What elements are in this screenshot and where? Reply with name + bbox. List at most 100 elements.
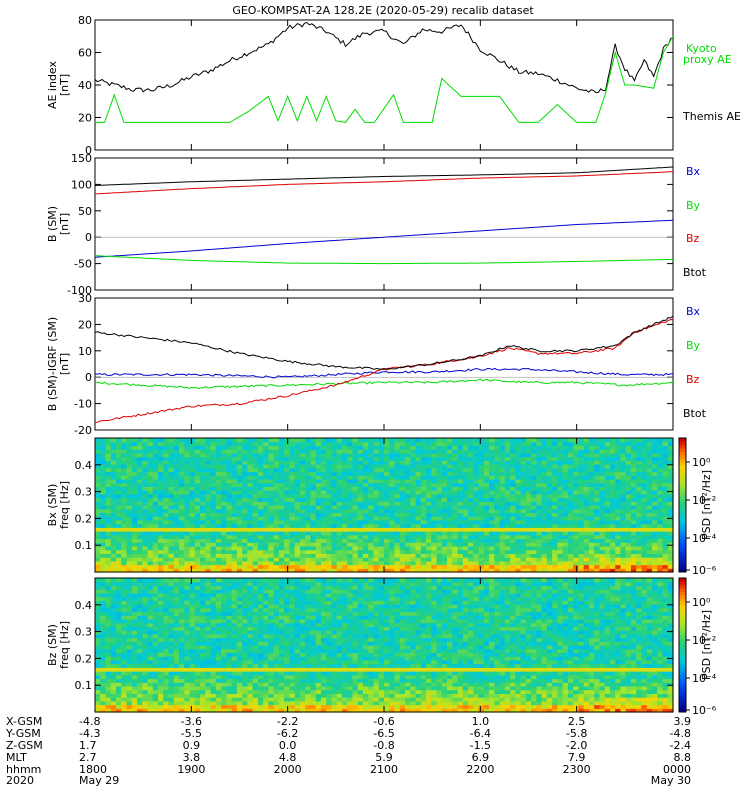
spectrogram-cell (273, 452, 280, 458)
spectrogram-cell (657, 464, 664, 469)
spectrogram-cell (110, 490, 117, 495)
spectrogram-cell (147, 600, 154, 605)
spectrogram-cell (210, 523, 217, 528)
spectrogram-cell (263, 464, 269, 469)
spectrogram-cell (399, 505, 406, 510)
spectrogram-cell (541, 549, 548, 554)
spectrogram-cell (268, 508, 275, 514)
spectrogram-cell (137, 704, 143, 709)
spectrogram-cell (667, 545, 674, 551)
spectrogram-cell (483, 560, 490, 566)
spectrogram-cell (541, 545, 548, 551)
spectrogram-cell (609, 560, 616, 566)
spectrogram-cell (552, 486, 558, 491)
spectrogram-cell (126, 508, 133, 514)
spectrogram-cell (142, 478, 149, 484)
spectrogram-cell (483, 545, 490, 551)
spectrogram-cell (221, 545, 227, 551)
spectrogram-cell (331, 471, 338, 476)
spectrogram-cell (447, 516, 453, 521)
spectrogram-cell (515, 438, 522, 443)
spectrogram-cell (510, 497, 516, 502)
spectrogram-cell (462, 523, 469, 528)
spectrogram-cell (483, 471, 490, 476)
spectrogram-cell (200, 549, 206, 554)
spectrogram-cell (189, 663, 196, 668)
spectrogram-cell (531, 493, 537, 499)
spectrogram-cell (252, 449, 259, 454)
spectrogram-cell (415, 449, 422, 454)
spectrogram-cell (384, 497, 390, 502)
spectrogram-cell (583, 445, 590, 450)
spectrogram-cell (247, 438, 254, 443)
spectrogram-cell (158, 542, 164, 547)
spectrogram-cell (468, 497, 474, 502)
spectrogram-cell (173, 693, 180, 698)
spectrogram-cell (373, 482, 380, 487)
spectrogram-cell (657, 519, 664, 525)
spectrogram-cell (599, 545, 606, 551)
spectrogram-cell (121, 697, 128, 702)
spectrogram-cell (541, 475, 548, 480)
spectrogram-cell (625, 568, 632, 573)
spectrogram-cell (189, 652, 196, 657)
spectrogram-cell (483, 449, 490, 454)
spectrogram-cell (331, 538, 338, 543)
spectrogram-cell (604, 545, 611, 551)
spectrogram-cell (468, 508, 474, 514)
spectrogram-cell (557, 475, 564, 480)
spectrogram-cell (147, 482, 154, 487)
spectrogram-cell (468, 486, 474, 491)
spectrogram-cell (226, 523, 233, 528)
spectrogram-cell (194, 585, 201, 590)
spectrogram-cell (405, 460, 411, 465)
spectrogram-cell (263, 545, 269, 551)
spectrogram-cell (641, 471, 648, 476)
spectrogram-cell (525, 538, 532, 543)
spectrogram-cell (389, 471, 396, 476)
spectrogram-cell (357, 471, 364, 476)
spectrogram-cell (158, 592, 164, 598)
spectrogram-cell (284, 460, 291, 465)
spectrogram-cell (405, 516, 411, 521)
spectrogram-cell (205, 523, 212, 528)
spectrogram-cell (173, 689, 180, 694)
spectrogram-cell (131, 611, 138, 616)
spectrogram-cell (583, 505, 590, 510)
spectrogram-cell (126, 467, 133, 473)
spectrogram-cell (615, 467, 622, 473)
spectrogram-cell (110, 581, 117, 587)
spectrogram-cell (158, 568, 164, 573)
spectrogram-cell (131, 531, 138, 536)
spectrogram-cell (126, 611, 133, 616)
spectrogram-cell (483, 445, 490, 450)
spectrogram-cell (320, 475, 327, 480)
spectrogram-cell (247, 464, 254, 469)
spectrogram-cell (200, 667, 206, 672)
spectrogram-cell (494, 538, 501, 543)
spectrogram-cell (636, 438, 643, 443)
spectrogram-cell (247, 531, 254, 536)
spectrogram-cell (405, 490, 411, 495)
spectrogram-cell (273, 493, 280, 499)
spectrogram-cell (630, 456, 637, 461)
spectrogram-cell (399, 478, 406, 484)
spectrogram-cell (415, 560, 422, 566)
spectrogram-cell (625, 452, 632, 458)
spectrogram-cell (588, 568, 595, 573)
spectrogram-cell (347, 519, 354, 525)
spectrogram-cell (394, 438, 401, 443)
spectrogram-cell (105, 618, 112, 624)
spectrogram-cell (541, 464, 548, 469)
spectrogram-cell (578, 475, 585, 480)
spectrogram-cell (368, 452, 375, 458)
spectrogram-cell (184, 553, 191, 558)
spectrogram-cell (457, 438, 464, 443)
spectrogram-cell (200, 697, 206, 702)
spectrogram-cell (152, 460, 159, 465)
spectrogram-cell (510, 508, 516, 514)
spectrogram-cell (657, 534, 664, 540)
spectrogram-cell (100, 600, 107, 605)
spectrogram-cell (336, 482, 343, 487)
spectrogram-cell (630, 553, 637, 558)
